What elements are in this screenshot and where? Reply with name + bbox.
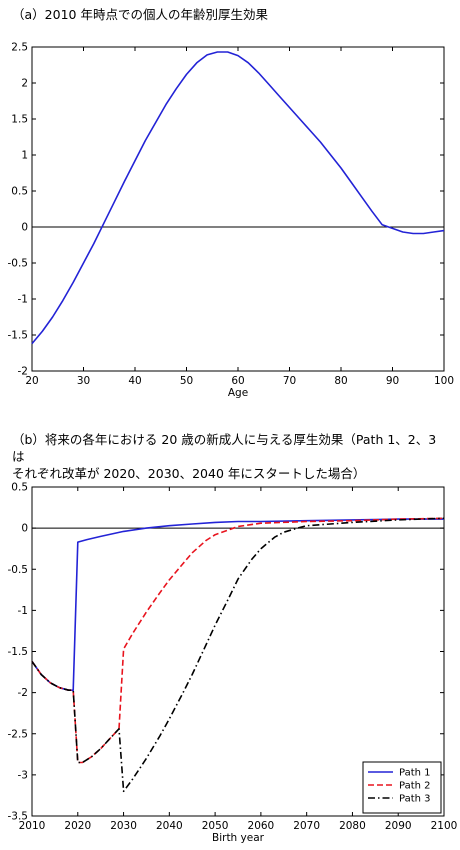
chart-a-series-line <box>31 51 445 345</box>
chart-a-x-tick-label: 60 <box>231 375 244 387</box>
chart-b-y-tick-label: -1.5 <box>8 646 29 658</box>
chart-a-x-tick-label: 50 <box>180 375 193 387</box>
chart-b-y-tick-label: -3 <box>18 769 28 781</box>
chart-b-x-tick-label: 2100 <box>431 820 458 832</box>
chart-b-title: （b）将来の各年における 20 歳の新成人に与える厚生効果（Path 1、2、3… <box>12 431 452 482</box>
chart-a-y-tick-label: -1.5 <box>8 330 29 342</box>
chart-b-x-tick-label: 2040 <box>156 820 183 832</box>
chart-a-y-tick-label: 1.5 <box>11 114 28 126</box>
chart-a-x-tick-label: 70 <box>283 375 296 387</box>
chart-a-y-tick-label: 1 <box>21 150 28 162</box>
chart-b-title-line2: それぞれ改革が 2020、2030、2040 年にスタートした場合） <box>12 466 366 481</box>
chart-b-legend <box>362 761 442 814</box>
chart-b-x-tick-label: 2070 <box>293 820 320 832</box>
chart-b-x-tick-label: 2030 <box>110 820 137 832</box>
chart-a-x-tick-label: 40 <box>128 375 141 387</box>
chart-b-x-tick-label: 2010 <box>19 820 46 832</box>
chart-b-y-tick-label: -2 <box>18 687 28 699</box>
chart-a-y-tick-label: 2 <box>21 78 28 90</box>
chart-a-y-tick-label: -0.5 <box>8 258 29 270</box>
chart-b-y-tick-label: -0.5 <box>8 564 29 576</box>
chart-b-y-tick-label: -2.5 <box>8 728 29 740</box>
chart-b-legend-label: Path 2 <box>399 781 431 792</box>
chart-b-y-tick-label: -1 <box>18 605 28 617</box>
chart-b: 2010 2020 2030 2040 2050 2060 2070 2080 2090 2100… <box>8 482 458 845</box>
chart-b-x-tick-label: 2060 <box>248 820 275 832</box>
chart-a-title: （a）2010 年時点での個人の年齢別厚生効果 <box>12 7 268 22</box>
chart-b-y-tick-label: 0.5 <box>11 482 28 494</box>
chart-a-x-tick-label: 90 <box>386 375 399 387</box>
chart-a-y-tick-label: 2.5 <box>11 42 28 54</box>
chart-b-x-tick-label: 2050 <box>202 820 229 832</box>
chart-a-y-tick-label: 0.5 <box>11 186 28 198</box>
chart-b-legend-label: Path 3 <box>399 794 431 805</box>
chart-b-legend-label: Path 1 <box>399 768 431 779</box>
chart-a-x-tick-label: 100 <box>434 375 454 387</box>
chart-b-x-tick-label: 2020 <box>64 820 91 832</box>
chart-b-y-tick-label: 0 <box>21 523 28 535</box>
chart-a-x-tick-label: 20 <box>25 375 38 387</box>
chart-b-y-tick-label: -3.5 <box>8 811 29 823</box>
chart-a-plot-frame <box>31 46 445 372</box>
chart-a-y-tick-label: -1 <box>18 294 28 306</box>
chart-b-x-tick-label: 2080 <box>339 820 366 832</box>
chart-b-title-line1: （b）将来の各年における 20 歳の新成人に与える厚生効果（Path 1、2、3… <box>12 432 437 464</box>
chart-a-x-tick-label: 80 <box>334 375 347 387</box>
chart-a: 20 30 40 50 60 70 80 90 100 -2 -1.5 -1 -0.5 0 0.5 1 1.5 2… <box>8 42 455 400</box>
chart-b-x-tick-label: 2090 <box>385 820 412 832</box>
chart-b-x-axis-label: Birth year <box>212 832 265 844</box>
chart-a-y-tick-label: 0 <box>21 222 28 234</box>
chart-a-y-tick-label: -2 <box>18 366 28 378</box>
chart-a-x-axis-label: Age <box>228 387 248 399</box>
chart-a-x-tick-label: 30 <box>77 375 90 387</box>
chart-b-series-path-3 <box>31 517 445 793</box>
